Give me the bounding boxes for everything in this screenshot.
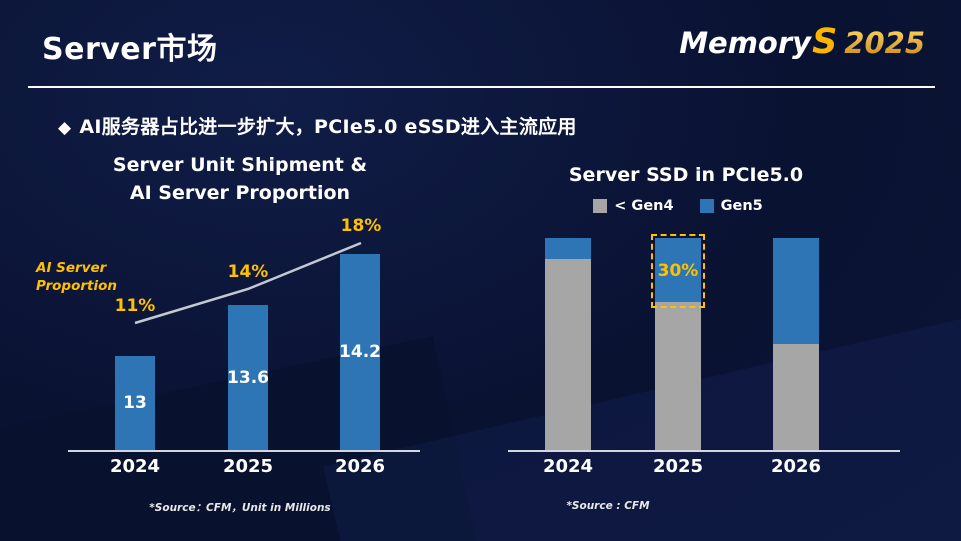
left-chart-title-line1: Server Unit Shipment & xyxy=(112,154,368,176)
header-divider xyxy=(28,86,935,88)
left-x-label-2026: 2026 xyxy=(334,456,386,477)
stacked-bar-2024 xyxy=(545,238,591,450)
gen4-segment-2024 xyxy=(545,259,591,450)
server-shipment-chart: Server Unit Shipment & AI Server Proport… xyxy=(36,152,440,532)
proportion-label-2024: 11% xyxy=(114,296,156,316)
right-chart-source: *Source : CFM xyxy=(566,500,650,512)
bar-2025-value: 13.6 xyxy=(227,367,269,388)
logo-s-glyph: S xyxy=(812,22,838,62)
right-x-label-2026: 2026 xyxy=(770,456,822,477)
left-chart-title: Server Unit Shipment & AI Server Proport… xyxy=(40,152,440,207)
ai-server-proportion-label: AI Server Proportion xyxy=(36,260,117,295)
right-x-axis-line xyxy=(508,450,900,452)
gen4-segment-2025 xyxy=(655,302,701,450)
right-x-label-2025: 2025 xyxy=(652,456,704,477)
legend-item-gen4: < Gen4 xyxy=(593,198,674,214)
subtitle-text: AI服务器占比进一步扩大，PCIe5.0 eSSD进入主流应用 xyxy=(79,116,577,138)
bar-2024: 13 xyxy=(115,356,155,450)
ai-label-line1: AI Server xyxy=(36,260,107,276)
left-x-label-2025: 2025 xyxy=(222,456,274,477)
right-chart-plot: 30% xyxy=(490,230,910,452)
right-chart-title: Server SSD in PCIe5.0 xyxy=(568,164,804,186)
bar-2026-value: 14.2 xyxy=(339,342,381,362)
bar-2025: 13.6 xyxy=(227,305,269,450)
proportion-label-2025: 14% xyxy=(227,262,269,282)
gen5-30pct-annotation: 30% xyxy=(651,234,705,308)
right-x-axis-labels: 2024 2025 2026 xyxy=(490,456,910,480)
right-chart-legend: < Gen4 Gen5 xyxy=(468,198,888,214)
stacked-bar-2026 xyxy=(773,238,819,450)
legend-item-gen5: Gen5 xyxy=(699,198,763,214)
legend-gen4-label: < Gen4 xyxy=(614,198,674,214)
server-ssd-chart: Server SSD in PCIe5.0 < Gen4 Gen5 xyxy=(490,152,910,532)
memorys-2025-logo: MemoryS 2025 xyxy=(679,22,925,62)
right-x-label-2024: 2024 xyxy=(542,456,594,477)
diamond-bullet-icon: ◆ xyxy=(58,118,72,138)
left-chart-plot: 13 13.6 14.2 11% 14% 18% xyxy=(40,216,440,452)
proportion-label-2026: 18% xyxy=(340,216,382,236)
bar-2026: 14.2 xyxy=(339,254,381,450)
left-x-axis-line xyxy=(68,450,420,452)
gen5-segment-2025 xyxy=(655,238,701,302)
logo-year: 2025 xyxy=(844,26,925,60)
gen5-segment-2026 xyxy=(773,238,819,344)
left-chart-source: *Source：CFM，Unit in Millions xyxy=(149,502,331,514)
legend-gen5-label: Gen5 xyxy=(720,198,763,214)
left-x-axis-labels: 2024 2025 2026 xyxy=(40,456,440,480)
slide-subtitle: ◆ AI服务器占比进一步扩大，PCIe5.0 eSSD进入主流应用 xyxy=(58,112,577,139)
gen5-swatch-icon xyxy=(699,199,714,213)
gen4-segment-2026 xyxy=(773,344,819,450)
ai-label-line2: Proportion xyxy=(36,277,117,294)
logo-brand-text: Memory xyxy=(679,26,812,60)
stacked-bar-2025 xyxy=(655,238,701,450)
gen5-30pct-label: 30% xyxy=(657,261,699,281)
gen5-segment-2024 xyxy=(545,238,591,259)
gen4-swatch-icon xyxy=(593,199,608,213)
left-x-label-2024: 2024 xyxy=(109,456,161,477)
bar-2024-value: 13 xyxy=(123,393,147,413)
page-title: Server市场 xyxy=(42,32,218,67)
left-chart-title-line2: AI Server Proportion xyxy=(129,181,351,204)
